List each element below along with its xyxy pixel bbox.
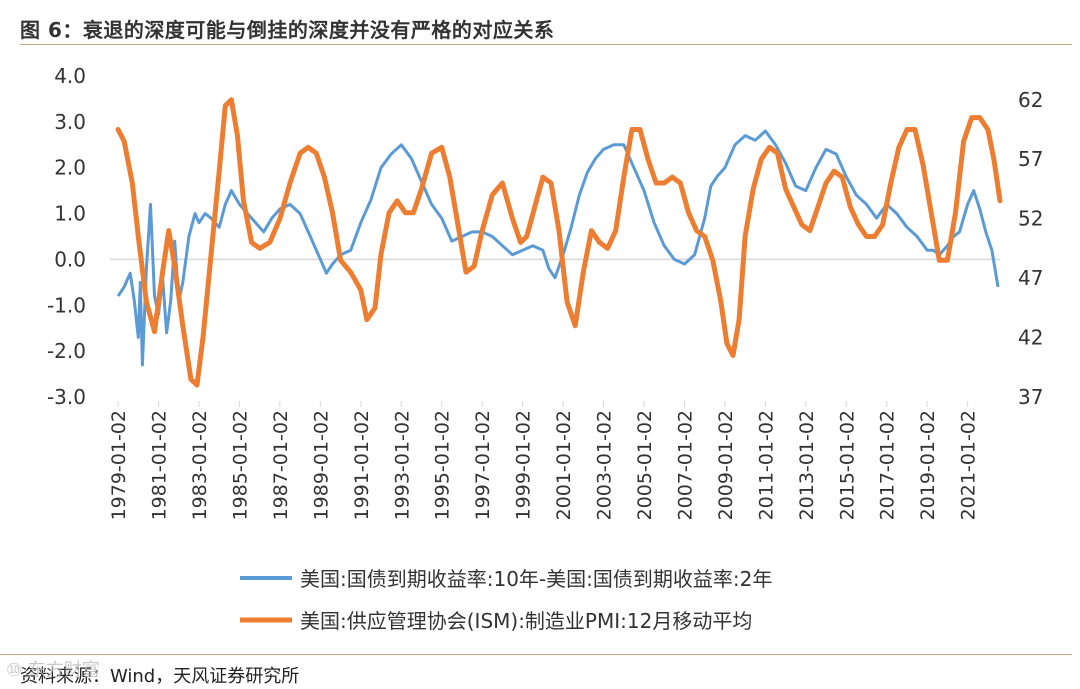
y-left-tick-label: -3.0 — [47, 385, 86, 409]
x-tick-label: 2017-01-02 — [877, 410, 899, 520]
x-tick-label: 2003-01-02 — [594, 410, 616, 520]
x-tick-label: 2005-01-02 — [634, 410, 656, 520]
title-divider — [20, 44, 1072, 45]
y-left-tick-label: 3.0 — [54, 110, 86, 134]
y-right-tick-label: 37 — [1018, 385, 1043, 409]
x-tick-label: 1989-01-02 — [310, 410, 332, 520]
y-right-tick-label: 42 — [1018, 326, 1043, 350]
y-left-tick-label: -2.0 — [47, 339, 86, 363]
x-tick-label: 2001-01-02 — [553, 410, 575, 520]
footer-divider — [0, 654, 1072, 655]
x-tick-label: 1979-01-02 — [108, 410, 130, 520]
y-right-tick-label: 62 — [1018, 88, 1043, 112]
figure-title: 图 6：衰退的深度可能与倒挂的深度并没有严格的对应关系 — [20, 18, 555, 42]
x-tick-label: 1985-01-02 — [229, 410, 251, 520]
x-tick-label: 2015-01-02 — [836, 410, 858, 520]
x-tick-label: 1993-01-02 — [391, 410, 413, 520]
y-left-tick-label: 0.0 — [54, 247, 86, 271]
x-tick-label: 1999-01-02 — [513, 410, 535, 520]
x-tick-label: 1987-01-02 — [270, 410, 292, 520]
watermark-logo: ⑩ 东方财富 — [6, 660, 100, 681]
legend-label-spread: 美国:国债到期收益率:10年-美国:国债到期收益率:2年 — [300, 567, 772, 591]
x-tick-label: 2019-01-02 — [917, 410, 939, 520]
y-left-tick-label: 1.0 — [54, 202, 86, 226]
y-left-tick-label: 4.0 — [54, 64, 86, 88]
x-tick-label: 1997-01-02 — [472, 410, 494, 520]
legend: 美国:国债到期收益率:10年-美国:国债到期收益率:2年 美国:供应管理协会(I… — [240, 567, 772, 633]
x-tick-label: 2007-01-02 — [674, 410, 696, 520]
x-axis: 1979-01-02 1981-01-02 1983-01-02 1985-01-02… — [108, 401, 980, 520]
pmi-series-line — [115, 97, 1003, 388]
x-tick-label: 2009-01-02 — [715, 410, 737, 520]
x-tick-label: 2013-01-02 — [796, 410, 818, 520]
y-right-tick-label: 57 — [1018, 147, 1043, 171]
x-tick-label: 1995-01-02 — [432, 410, 454, 520]
y-left-tick-label: -1.0 — [47, 293, 86, 317]
source-note: 资料来源：Wind，天风证券研究所 — [20, 666, 300, 687]
x-tick-label: 2021-01-02 — [958, 410, 980, 520]
chart: 4.0 3.0 2.0 1.0 0.0 -1.0 -2.0 -3.0 62 57 52 47 42 37… — [47, 64, 1043, 633]
x-tick-label: 1983-01-02 — [189, 410, 211, 520]
x-tick-label: 1981-01-02 — [149, 410, 171, 520]
x-tick-label: 1991-01-02 — [351, 410, 373, 520]
y-axis-right: 62 57 52 47 42 37 — [1018, 88, 1043, 409]
x-tick-label: 2011-01-02 — [755, 410, 777, 520]
y-axis-left: 4.0 3.0 2.0 1.0 0.0 -1.0 -2.0 -3.0 — [47, 64, 86, 409]
y-right-tick-label: 52 — [1018, 207, 1043, 231]
y-left-tick-label: 2.0 — [54, 156, 86, 180]
legend-label-pmi: 美国:供应管理协会(ISM):制造业PMI:12月移动平均 — [300, 609, 752, 633]
spread-series-line — [116, 129, 1000, 367]
y-right-tick-label: 47 — [1018, 266, 1043, 290]
